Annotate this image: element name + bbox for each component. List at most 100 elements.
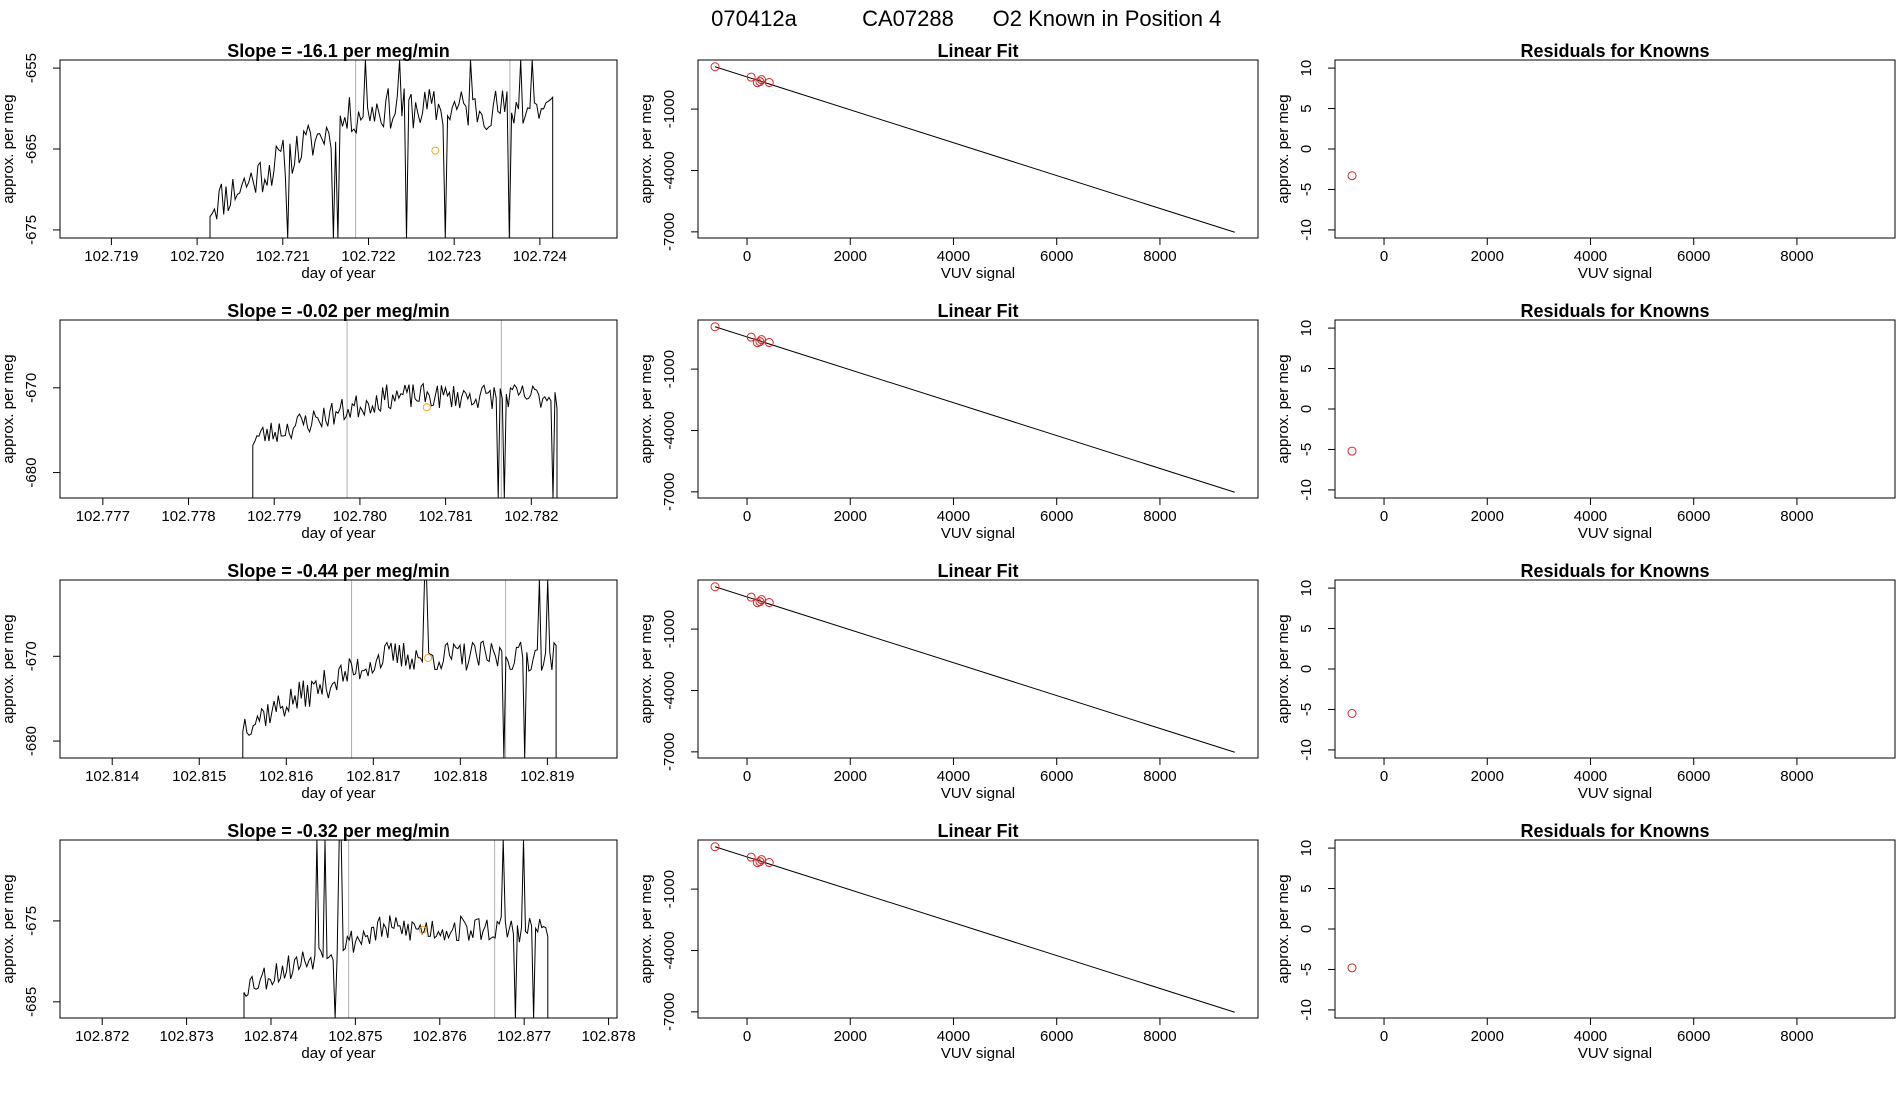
y-tick-label: -680 [23,726,40,756]
data-point [756,855,766,865]
y-tick-label: -4000 [661,151,678,189]
plot-frame [697,319,1259,499]
y-tick-label: -670 [23,641,40,671]
x-axis-label: day of year [301,525,375,542]
chart-panel-timeseries-0: Slope = -16.1 per meg/min 102.719 102.720 1… [0,41,618,282]
y-axis: -1000 -4000 -7000 [661,870,698,1031]
y-axis: 10 5 0 -5 -10 [1298,580,1335,761]
y-tick-label: -5 [1298,963,1315,976]
y-axis-label: approx. per meg [0,94,17,203]
data-point [746,72,756,82]
measurement-trace [60,840,549,1018]
x-tick-label: 102.816 [259,768,313,785]
y-tick-label: 0 [1298,405,1315,413]
y-axis-label: approx. per meg [0,614,17,723]
chart-title: Slope = -16.1 per meg/min [227,41,450,61]
fit-line [714,326,1235,493]
x-tick-label: 0 [1380,1028,1388,1045]
y-tick-label: 5 [1298,104,1315,112]
data-point [710,322,720,332]
x-tick-label: 2000 [1471,248,1504,265]
x-axis: 102.719 102.720 102.721 102.722 102.723 102.7… [84,238,567,265]
x-tick-label: 102.814 [85,768,139,785]
y-axis-label: approx. per meg [638,354,655,463]
x-tick-label: 8000 [1143,768,1176,785]
x-tick-label: 2000 [1471,1028,1504,1045]
x-tick-label: 8000 [1780,508,1813,525]
y-axis-label: approx. per meg [1275,354,1292,463]
y-axis: -670 -680 [23,373,60,488]
x-axis: 102.872 102.873 102.874 102.875 102.876 102.8… [75,1018,636,1045]
chart-title: Linear Fit [937,561,1018,581]
x-tick-label: 102.817 [346,768,400,785]
y-axis: 10 5 0 -5 -10 [1298,60,1335,241]
y-axis: 10 5 0 -5 -10 [1298,320,1335,501]
y-tick-label: -7000 [661,733,678,771]
x-axis-label: day of year [301,785,375,802]
data-point [746,332,756,342]
x-tick-label: 4000 [1574,248,1607,265]
x-tick-label: 4000 [937,1028,970,1045]
x-tick-label: 102.724 [513,248,567,265]
mean-marker [424,653,433,662]
x-tick-label: 8000 [1780,768,1813,785]
x-tick-label: 0 [743,1028,751,1045]
y-axis-label: approx. per meg [1275,94,1292,203]
x-tick-label: 8000 [1143,248,1176,265]
x-tick-label: 6000 [1040,508,1073,525]
x-tick-label: 102.819 [520,768,574,785]
plot-area [1347,171,1357,181]
x-axis-label: VUV signal [941,265,1015,282]
x-axis: 0 2000 4000 6000 8000 [1380,1018,1814,1045]
plot-area [710,582,1235,753]
x-tick-label: 102.778 [161,508,215,525]
y-tick-label: 5 [1298,624,1315,632]
x-tick-label: 4000 [1574,768,1607,785]
chart-title: Residuals for Knowns [1520,561,1709,581]
x-tick-label: 4000 [937,508,970,525]
x-tick-label: 2000 [1471,768,1504,785]
y-tick-label: -675 [23,215,40,245]
x-tick-label: 102.874 [244,1028,298,1045]
x-tick-label: 2000 [834,508,867,525]
x-tick-label: 102.777 [76,508,130,525]
y-axis: -1000 -4000 -7000 [661,350,698,511]
chart-grid: Slope = -16.1 per meg/min 102.719 102.720 1… [0,41,1896,1062]
plot-frame [1334,839,1896,1019]
figure-title: 070412a CA07288 O2 Known in Position 4 [711,6,1221,31]
y-tick-label: -10 [1298,999,1315,1021]
y-tick-label: 0 [1298,665,1315,673]
plot-area [60,580,557,758]
plot-area [710,62,1235,233]
description-label: O2 Known in Position 4 [993,6,1222,31]
mean-marker [431,146,440,155]
x-axis: 0 2000 4000 6000 8000 [1380,758,1814,785]
data-point [756,595,766,605]
data-point [756,335,766,345]
y-axis-label: approx. per meg [1275,614,1292,723]
y-tick-label: -10 [1298,479,1315,501]
x-tick-label: 0 [1380,508,1388,525]
data-point [764,78,774,88]
y-axis: -655 -665 -675 [23,53,60,245]
chart-title: Slope = -0.44 per meg/min [227,561,450,581]
chart-panel-linear_fit-1: Linear Fit 0 2000 4000 6000 8000 VUV signal -10… [638,301,1259,542]
chart-title: Linear Fit [937,41,1018,61]
data-point [755,337,765,347]
x-tick-label: 0 [743,768,751,785]
x-tick-label: 102.875 [328,1028,382,1045]
x-tick-label: 6000 [1040,248,1073,265]
x-tick-label: 6000 [1677,508,1710,525]
x-tick-label: 4000 [1574,1028,1607,1045]
x-tick-label: 102.878 [581,1028,635,1045]
plot-frame [1334,319,1896,499]
fit-line [714,586,1235,753]
chart-title: Slope = -0.32 per meg/min [227,821,450,841]
x-tick-label: 4000 [937,768,970,785]
y-tick-label: -1000 [661,350,678,388]
x-tick-label: 102.721 [256,248,310,265]
x-tick-label: 102.876 [413,1028,467,1045]
